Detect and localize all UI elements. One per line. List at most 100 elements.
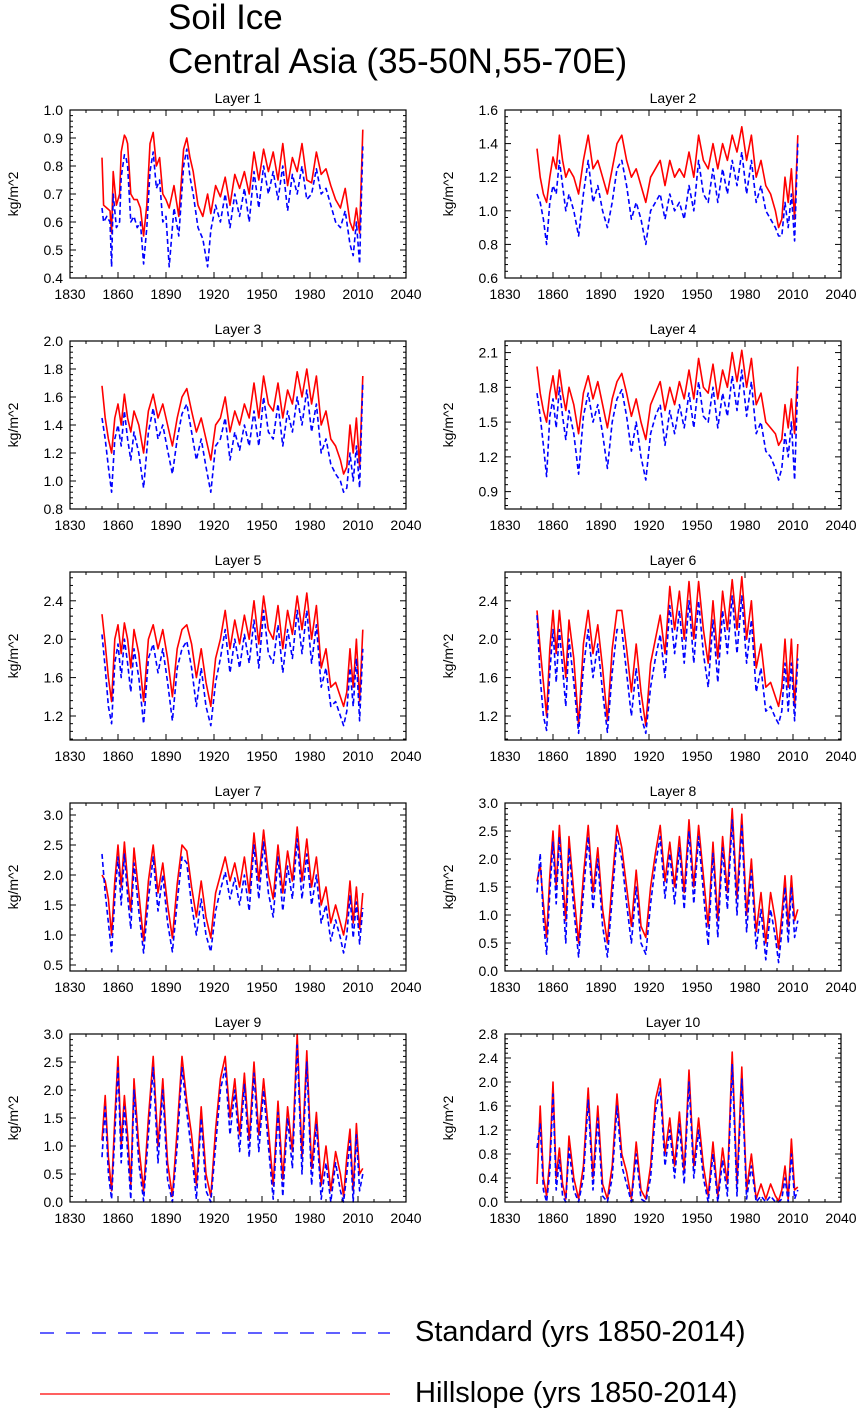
y-tick-label: 2.0 — [479, 1074, 499, 1090]
y-tick-label: 2.4 — [44, 593, 64, 609]
x-tick-label: 1860 — [537, 286, 568, 302]
y-tick-label: 0.7 — [44, 186, 64, 202]
series-standard — [536, 1063, 799, 1203]
x-tick-label: 1950 — [681, 1210, 712, 1226]
x-tick-label: 1890 — [150, 748, 181, 764]
figure-title-line1: Soil Ice — [168, 0, 283, 37]
x-tick-label: 1890 — [585, 748, 616, 764]
y-tick-label: 0.9 — [479, 484, 499, 500]
y-tick-label: 2.0 — [44, 631, 64, 647]
y-tick-label: 1.2 — [44, 445, 64, 461]
plot-frame — [504, 109, 842, 279]
x-tick-label: 1980 — [294, 979, 325, 995]
plot-frame — [69, 1033, 407, 1203]
x-tick-label: 1830 — [54, 979, 85, 995]
x-tick-label: 1920 — [198, 979, 229, 995]
x-tick-label: 2010 — [777, 979, 808, 995]
panel-4: Layer 4 kg/m^2 1830 1860 1890 1920 1950 1980 201… — [440, 321, 857, 533]
y-tick-label: 0.8 — [44, 501, 64, 517]
y-tick-label: 3.0 — [44, 807, 64, 823]
y-tick-label: 1.6 — [479, 102, 499, 118]
y-tick-label: 0.5 — [44, 957, 64, 973]
series-standard — [536, 369, 799, 481]
y-tick-label: 2.8 — [479, 1026, 499, 1042]
series-standard — [101, 382, 364, 494]
y-tick-label: 0.4 — [44, 270, 64, 286]
panel-2: Layer 2 kg/m^2 1830 1860 1890 1920 1950 1980 201… — [440, 90, 857, 302]
x-tick-label: 1920 — [198, 517, 229, 533]
series-hillslope — [101, 1033, 364, 1198]
y-tick-label: 2.0 — [44, 867, 64, 883]
y-tick-label: 0.0 — [479, 1194, 499, 1210]
y-tick-label: 1.5 — [479, 879, 499, 895]
x-tick-label: 1950 — [681, 517, 712, 533]
y-tick-label: 0.8 — [44, 158, 64, 174]
y-tick-label: 0.5 — [44, 242, 64, 258]
y-tick-label: 1.8 — [479, 379, 499, 395]
x-tick-label: 1860 — [102, 286, 133, 302]
y-axis-label: kg/m^2 — [5, 633, 21, 678]
panel-title: Layer 9 — [215, 1014, 262, 1030]
x-tick-label: 1980 — [294, 286, 325, 302]
x-tick-label: 2010 — [342, 517, 373, 533]
x-tick-label: 2040 — [825, 517, 856, 533]
x-tick-label: 2010 — [777, 286, 808, 302]
panel-title: Layer 6 — [650, 552, 697, 568]
panel-title: Layer 4 — [650, 321, 697, 337]
x-tick-label: 1980 — [294, 517, 325, 533]
y-tick-label: 1.0 — [479, 203, 499, 219]
y-tick-label: 1.4 — [44, 417, 64, 433]
x-tick-label: 1860 — [537, 748, 568, 764]
y-axis-label: kg/m^2 — [5, 171, 21, 216]
panel-6: Layer 6 kg/m^2 1830 1860 1890 1920 1950 1980 201… — [440, 552, 857, 764]
y-tick-label: 2.0 — [44, 1082, 64, 1098]
series-hillslope — [536, 349, 799, 447]
x-tick-label: 1920 — [633, 286, 664, 302]
x-tick-label: 1950 — [246, 517, 277, 533]
series-standard — [536, 818, 799, 964]
y-tick-label: 2.0 — [479, 851, 499, 867]
x-tick-label: 2040 — [825, 748, 856, 764]
x-tick-label: 2040 — [825, 286, 856, 302]
plot-frame — [504, 802, 842, 972]
series-hillslope — [101, 592, 364, 708]
y-tick-label: 1.0 — [479, 907, 499, 923]
y-tick-label: 1.6 — [44, 389, 64, 405]
plot-frame — [504, 571, 842, 741]
x-tick-label: 1860 — [102, 517, 133, 533]
x-tick-label: 1890 — [585, 1210, 616, 1226]
panel-title: Layer 5 — [215, 552, 262, 568]
x-tick-label: 1890 — [585, 286, 616, 302]
x-tick-label: 1980 — [729, 517, 760, 533]
y-axis-label: kg/m^2 — [5, 864, 21, 909]
x-tick-label: 1980 — [729, 286, 760, 302]
y-axis-label: kg/m^2 — [440, 171, 456, 216]
y-tick-label: 1.6 — [44, 670, 64, 686]
legend — [40, 1332, 390, 1395]
y-tick-label: 1.5 — [44, 897, 64, 913]
x-tick-label: 1890 — [150, 286, 181, 302]
x-tick-label: 1920 — [633, 517, 664, 533]
y-axis-label: kg/m^2 — [440, 1095, 456, 1140]
y-tick-label: 0.6 — [44, 214, 64, 230]
plot-frame — [69, 571, 407, 741]
series-hillslope — [536, 1051, 799, 1202]
series-standard — [101, 609, 364, 727]
x-tick-label: 1950 — [681, 748, 712, 764]
x-tick-label: 1890 — [150, 979, 181, 995]
x-tick-label: 1830 — [489, 517, 520, 533]
y-axis-label: kg/m^2 — [440, 633, 456, 678]
y-tick-label: 0.9 — [44, 130, 64, 146]
y-tick-label: 0.0 — [44, 1194, 64, 1210]
y-axis-label: kg/m^2 — [5, 402, 21, 447]
panel-title: Layer 8 — [650, 783, 697, 799]
y-tick-label: 1.2 — [479, 449, 499, 465]
plots-canvas: Layer 1 kg/m^2 1830 1860 1890 1920 1950 1980 201… — [5, 90, 857, 1226]
x-tick-label: 1920 — [198, 286, 229, 302]
y-tick-label: 1.8 — [44, 361, 64, 377]
x-tick-label: 1920 — [633, 748, 664, 764]
x-tick-label: 2040 — [825, 1210, 856, 1226]
y-tick-label: 0.8 — [479, 236, 499, 252]
y-tick-label: 0.5 — [479, 935, 499, 951]
y-tick-label: 1.2 — [44, 708, 64, 724]
